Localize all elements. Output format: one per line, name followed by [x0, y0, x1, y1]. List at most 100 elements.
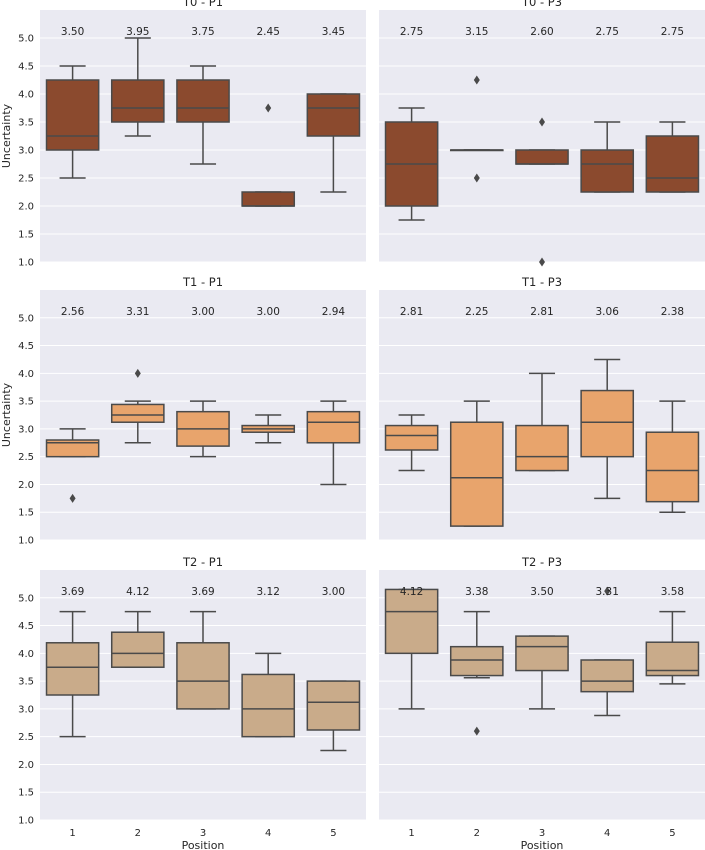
- outlier-marker: [69, 493, 76, 503]
- x-tick-label: 1: [69, 828, 75, 839]
- box: [384, 588, 439, 655]
- mean-label: 2.75: [400, 26, 423, 38]
- mean-label: 2.81: [530, 306, 553, 318]
- mean-label: 2.75: [596, 26, 619, 38]
- mean-label: 3.06: [596, 306, 620, 318]
- y-tick-label: 1.5: [18, 230, 34, 241]
- y-tick-label: 1.5: [18, 788, 34, 799]
- x-tick-label: 5: [669, 828, 675, 839]
- outlier-marker: [473, 726, 480, 736]
- x-tick-label: 1: [408, 828, 414, 839]
- panel-title: T2 - P1: [182, 555, 223, 569]
- outlier-marker: [604, 586, 611, 596]
- mean-label: 3.31: [126, 306, 149, 318]
- x-tick-label: 3: [200, 828, 206, 839]
- mean-label: 4.12: [400, 586, 423, 598]
- y-tick-label: 2.0: [18, 480, 34, 491]
- x-tick-label: 4: [265, 828, 271, 839]
- mean-label: 3.12: [257, 586, 280, 598]
- mean-label: 3.00: [191, 306, 214, 318]
- box: [449, 645, 504, 677]
- mean-label: 3.45: [322, 26, 345, 38]
- box: [515, 424, 569, 472]
- y-tick-label: 4.5: [18, 62, 34, 73]
- box: [306, 680, 361, 731]
- x-tick-label: 3: [539, 828, 545, 839]
- mean-label: 3.31: [596, 586, 619, 598]
- mean-label: 3.15: [465, 26, 488, 38]
- mean-label: 3.00: [257, 306, 280, 318]
- mean-label: 3.00: [322, 586, 345, 598]
- mean-label: 4.12: [126, 586, 149, 598]
- mean-label: 3.69: [61, 586, 84, 598]
- y-tick-label: 4.0: [18, 90, 34, 101]
- mean-label: 2.45: [257, 26, 280, 38]
- box: [110, 79, 165, 123]
- panel-title: T0 - P3: [521, 0, 562, 9]
- box: [45, 642, 100, 696]
- outlier-marker: [539, 257, 545, 267]
- y-tick-label: 5.0: [18, 593, 34, 604]
- box: [306, 410, 361, 444]
- y-tick-label: 4.0: [18, 649, 34, 660]
- outlier-marker: [265, 103, 272, 113]
- box: [45, 79, 100, 151]
- y-tick-label: 2.0: [18, 760, 34, 771]
- y-tick-label: 2.5: [18, 732, 34, 743]
- y-tick-label: 2.0: [18, 202, 34, 213]
- outlier-marker: [539, 117, 545, 127]
- y-tick-label: 1.0: [18, 258, 34, 269]
- box: [449, 421, 504, 527]
- y-axis-label: Uncertainty: [0, 382, 13, 447]
- box: [110, 631, 165, 668]
- box: [515, 149, 569, 165]
- y-tick-label: 4.5: [18, 341, 34, 352]
- box: [645, 431, 700, 503]
- y-tick-label: 1.5: [18, 508, 34, 519]
- box: [580, 149, 635, 193]
- outlier-marker: [134, 368, 141, 378]
- y-tick-label: 4.0: [18, 369, 34, 380]
- box: [176, 79, 230, 123]
- x-tick-label: 4: [604, 828, 610, 839]
- outlier-marker: [473, 75, 480, 85]
- x-axis-label: Position: [521, 839, 564, 850]
- y-tick-label: 3.5: [18, 397, 34, 408]
- x-tick-label: 5: [330, 828, 336, 839]
- mean-label: 2.81: [400, 306, 423, 318]
- mean-label: 2.25: [465, 306, 488, 318]
- y-tick-label: 1.0: [18, 816, 34, 827]
- panel-title: T2 - P3: [521, 555, 562, 569]
- mean-label: 2.38: [661, 306, 684, 318]
- mean-label: 2.56: [61, 306, 85, 318]
- mean-label: 2.75: [661, 26, 684, 38]
- box: [306, 93, 361, 137]
- y-tick-label: 4.5: [18, 621, 34, 632]
- y-tick-label: 1.0: [18, 536, 34, 547]
- y-tick-label: 5.0: [18, 313, 34, 324]
- box: [580, 659, 635, 693]
- y-tick-label: 3.0: [18, 146, 34, 157]
- mean-label: 3.58: [661, 586, 684, 598]
- y-tick-label: 5.0: [18, 34, 34, 45]
- box: [176, 642, 230, 710]
- box: [515, 635, 569, 672]
- box: [645, 135, 700, 193]
- mean-label: 3.75: [191, 26, 214, 38]
- box: [110, 403, 165, 423]
- y-tick-label: 2.5: [18, 452, 34, 463]
- x-tick-label: 2: [135, 828, 141, 839]
- mean-label: 3.95: [126, 26, 149, 38]
- mean-label: 3.69: [191, 586, 214, 598]
- mean-label: 3.50: [530, 586, 553, 598]
- y-tick-label: 3.5: [18, 677, 34, 688]
- y-axis-label: Uncertainty: [0, 103, 13, 168]
- y-tick-label: 2.5: [18, 174, 34, 185]
- outlier-marker: [473, 173, 480, 183]
- panel-title: T1 - P3: [521, 275, 562, 289]
- y-tick-label: 3.5: [18, 118, 34, 129]
- mean-label: 2.94: [322, 306, 346, 318]
- panel-title: T0 - P1: [182, 0, 223, 9]
- y-tick-label: 3.0: [18, 704, 34, 715]
